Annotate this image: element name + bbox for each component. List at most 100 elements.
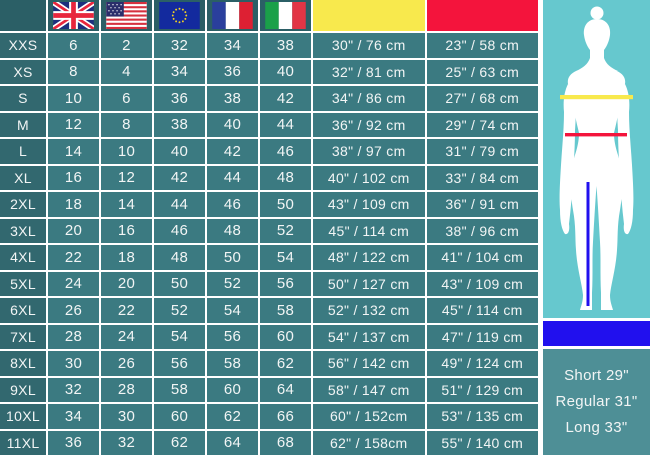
bust-measurement: 43" / 109 cm — [313, 192, 425, 217]
it-size: 66 — [260, 404, 311, 429]
uk-size: 12 — [48, 112, 99, 137]
uk-size: 14 — [48, 139, 99, 164]
waist-measurement: 43" / 109 cm — [426, 271, 538, 296]
us-size: 12 — [101, 165, 152, 190]
eu-size: 36 — [154, 86, 205, 111]
waist-measurement: 23" / 58 cm — [426, 33, 538, 58]
us-size: 8 — [101, 112, 152, 137]
bust-line — [560, 95, 633, 100]
inseam-color-swatch — [543, 321, 650, 346]
bust-measurement: 45" / 114 cm — [313, 218, 425, 243]
eu-flag-icon — [154, 0, 205, 31]
us-size: 16 — [101, 218, 152, 243]
eu-size: 60 — [154, 404, 205, 429]
uk-size: 22 — [48, 245, 99, 270]
bust-measurement: 58" / 147 cm — [313, 377, 425, 402]
bust-measurement: 34" / 86 cm — [313, 86, 425, 111]
fr-size: 54 — [207, 298, 258, 323]
bust-measurement: 62" / 158cm — [313, 430, 425, 455]
fr-size: 56 — [207, 324, 258, 349]
bust-measurement: 56" / 142 cm — [313, 351, 425, 376]
it-size: 40 — [260, 59, 311, 84]
fr-size: 52 — [207, 271, 258, 296]
bust-measurement: 48" / 122 cm — [313, 245, 425, 270]
it-size: 56 — [260, 271, 311, 296]
size-label: 7XL — [0, 324, 46, 349]
bust-measurement: 40" / 102 cm — [313, 165, 425, 190]
waist-measurement: 27" / 68 cm — [426, 86, 538, 111]
us-size: 28 — [101, 377, 152, 402]
eu-size: 46 — [154, 218, 205, 243]
fr-size: 44 — [207, 165, 258, 190]
fr-size: 60 — [207, 377, 258, 402]
it-size: 60 — [260, 324, 311, 349]
bust-measurement: 54" / 137 cm — [313, 324, 425, 349]
it-size: 58 — [260, 298, 311, 323]
body-measurement-figure — [543, 0, 650, 318]
size-label: S — [0, 86, 46, 111]
eu-size: 50 — [154, 271, 205, 296]
length-short: Short 29" — [564, 367, 629, 384]
corner-cell — [0, 0, 46, 31]
size-label: L — [0, 139, 46, 164]
us-size: 14 — [101, 192, 152, 217]
size-label: XL — [0, 165, 46, 190]
size-label: 9XL — [0, 377, 46, 402]
uk-size: 26 — [48, 298, 99, 323]
fr-flag-icon — [207, 0, 258, 31]
it-size: 62 — [260, 351, 311, 376]
it-flag-icon — [260, 0, 311, 31]
uk-size: 8 — [48, 59, 99, 84]
it-size: 38 — [260, 33, 311, 58]
size-label: XXS — [0, 33, 46, 58]
size-label: 11XL — [0, 430, 46, 455]
bust-measurement: 60" / 152cm — [313, 404, 425, 429]
it-size: 54 — [260, 245, 311, 270]
fr-size: 34 — [207, 33, 258, 58]
waist-measurement: 36" / 91 cm — [426, 192, 538, 217]
bust-measurement: 38" / 97 cm — [313, 139, 425, 164]
eu-size: 58 — [154, 377, 205, 402]
bust-color-swatch — [313, 0, 425, 31]
it-size: 42 — [260, 86, 311, 111]
size-label: 3XL — [0, 218, 46, 243]
fr-size: 48 — [207, 218, 258, 243]
waist-measurement: 47" / 119 cm — [426, 324, 538, 349]
fr-size: 40 — [207, 112, 258, 137]
fr-size: 42 — [207, 139, 258, 164]
eu-size: 56 — [154, 351, 205, 376]
us-size: 4 — [101, 59, 152, 84]
uk-size: 20 — [48, 218, 99, 243]
us-size: 22 — [101, 298, 152, 323]
waist-measurement: 29" / 74 cm — [426, 112, 538, 137]
inseam-line — [586, 182, 590, 306]
uk-size: 34 — [48, 404, 99, 429]
us-size: 18 — [101, 245, 152, 270]
waist-color-swatch — [426, 0, 538, 31]
waist-line — [565, 133, 627, 137]
uk-size: 32 — [48, 377, 99, 402]
fr-size: 62 — [207, 404, 258, 429]
fr-size: 46 — [207, 192, 258, 217]
it-size: 64 — [260, 377, 311, 402]
us-size: 30 — [101, 404, 152, 429]
waist-measurement: 31" / 79 cm — [426, 139, 538, 164]
size-label: 4XL — [0, 245, 46, 270]
uk-size: 10 — [48, 86, 99, 111]
bust-measurement: 52" / 132 cm — [313, 298, 425, 323]
size-conversion-table: XXS 6 2 32 34 38 30" / 76 cm 23" / 58 cm XS 8 4 34 3… — [0, 0, 538, 455]
us-size: 32 — [101, 430, 152, 455]
size-label: 10XL — [0, 404, 46, 429]
eu-size: 54 — [154, 324, 205, 349]
fr-size: 64 — [207, 430, 258, 455]
us-size: 6 — [101, 86, 152, 111]
figure-panel: Short 29" Regular 31" Long 33" — [543, 0, 650, 455]
bust-measurement: 50" / 127 cm — [313, 271, 425, 296]
fr-size: 50 — [207, 245, 258, 270]
eu-size: 44 — [154, 192, 205, 217]
size-label: 8XL — [0, 351, 46, 376]
it-size: 46 — [260, 139, 311, 164]
size-label: 5XL — [0, 271, 46, 296]
us-size: 26 — [101, 351, 152, 376]
